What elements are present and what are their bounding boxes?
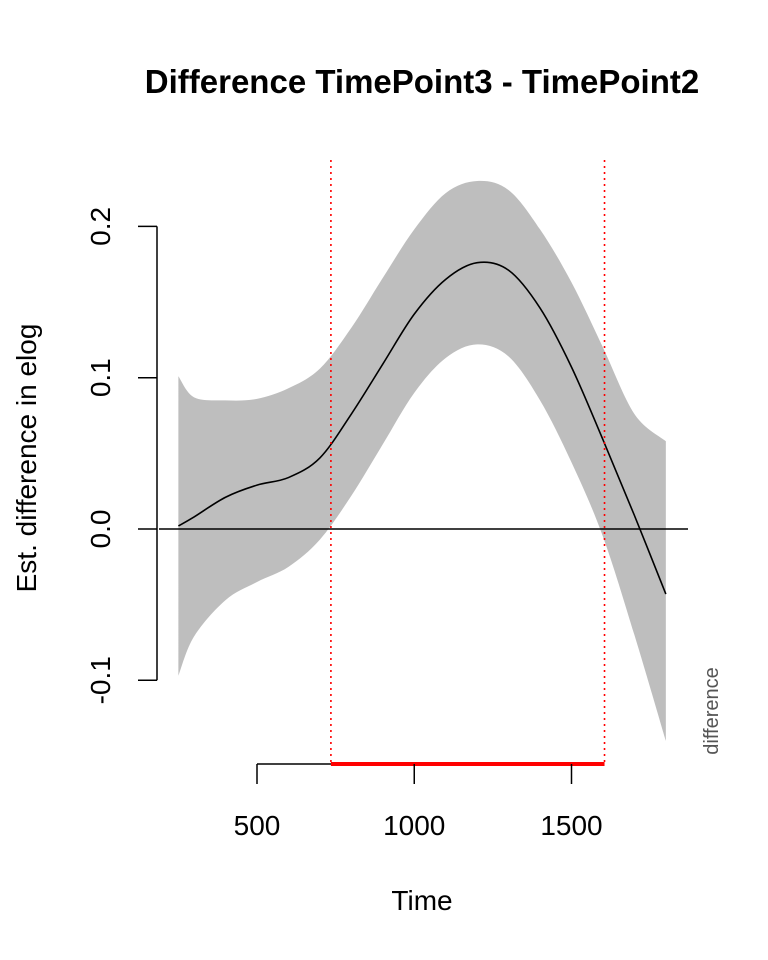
estimate-line	[177, 261, 667, 595]
confidence-band	[178, 180, 666, 741]
x-axis: 500 1000 1500	[234, 762, 605, 841]
y-tick-label: 0.1	[85, 358, 116, 397]
x-axis-label: Time	[391, 885, 452, 916]
x-tick-label: 1500	[540, 810, 602, 841]
plot-area	[159, 160, 688, 764]
x-tick-label: 500	[234, 810, 281, 841]
y-tick-label: -0.1	[85, 656, 116, 704]
side-label: difference	[701, 667, 723, 754]
x-tick-label: 1000	[383, 810, 445, 841]
y-axis-label: Est. difference in elog	[11, 324, 42, 593]
y-axis: -0.1 0.0 0.1 0.2	[85, 207, 158, 704]
y-tick-label: 0.0	[85, 510, 116, 549]
y-tick-label: 0.2	[85, 207, 116, 246]
chart-title: Difference TimePoint3 - TimePoint2	[145, 63, 699, 100]
